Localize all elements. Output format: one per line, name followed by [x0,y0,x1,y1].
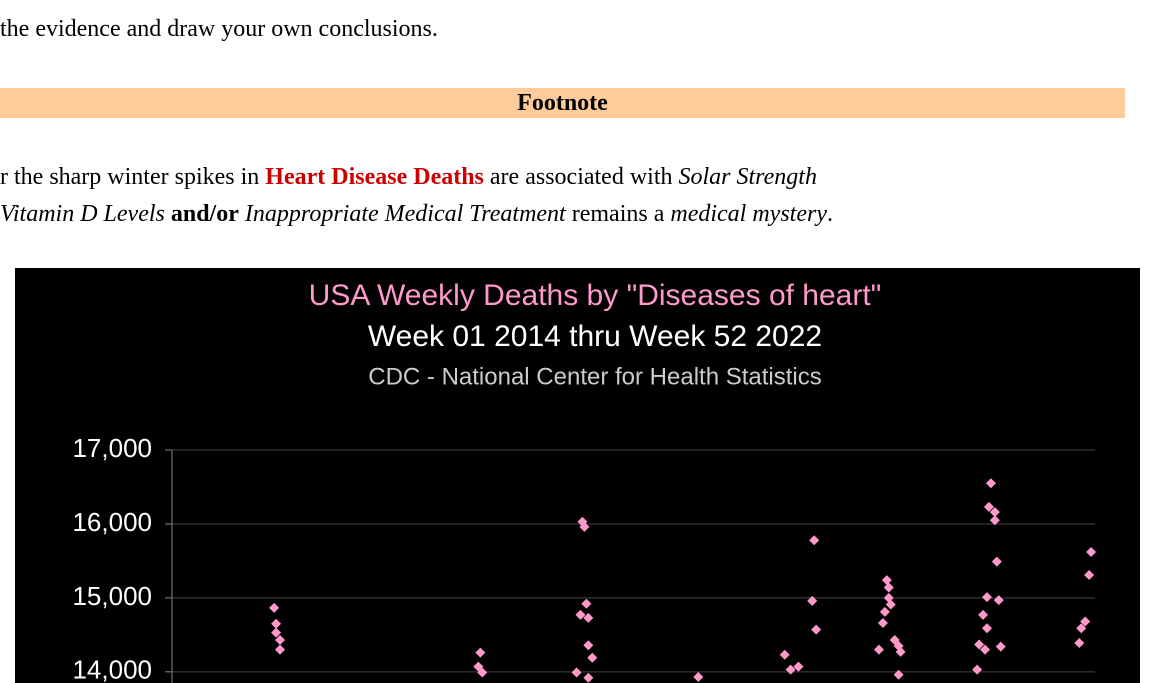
text-segment: r the sharp winter spikes in [0,164,266,190]
footnote-bar: Footnote [0,88,1125,118]
data-point [991,556,1002,567]
chart-title: USA Weekly Deaths by "Diseases of heart" [309,279,882,312]
data-point [877,618,888,629]
text-segment: Solar Strength [678,164,817,190]
data-point [583,672,594,683]
data-point [885,599,896,610]
data-point [807,595,818,606]
text-segment: Inappropriate Medical Treatment [244,201,566,227]
data-point [271,627,282,638]
data-point [811,624,822,635]
data-point [980,644,991,655]
chart-source: CDC - National Center for Health Statist… [368,363,822,390]
data-point [879,606,890,617]
y-tick-label: 16,000 [72,507,152,537]
data-point [983,501,994,512]
footnote-heading: Footnote [517,90,608,116]
data-point [1074,637,1085,648]
data-point [581,598,592,609]
data-point [793,661,804,672]
intro-text: the evidence and draw your own conclusio… [0,16,438,42]
data-point [989,515,1000,526]
data-point [881,575,892,586]
data-point [981,592,992,603]
y-tick-label: 15,000 [72,581,152,611]
data-point [978,609,989,620]
data-point [271,618,282,629]
data-point [477,667,488,678]
data-point [275,635,286,646]
data-point [883,582,894,593]
data-point [275,644,286,655]
data-point [995,641,1006,652]
data-point [583,612,594,623]
data-point [575,609,586,620]
data-point [1084,569,1095,580]
data-point [972,664,983,675]
data-point [895,646,906,657]
data-point [1086,547,1097,558]
text-segment: Heart Disease Deaths [265,164,484,190]
text-segment: . [826,201,833,227]
text-segment: medical mystery [670,201,827,227]
data-point [583,640,594,651]
data-point [981,623,992,634]
data-point [993,595,1004,606]
data-point [587,652,598,663]
chart-subtitle: Week 01 2014 thru Week 52 2022 [368,320,822,353]
data-point [571,667,582,678]
data-point [579,521,590,532]
data-point [893,669,904,680]
text-segment: and/or [170,201,239,227]
text-segment: remains a [565,201,671,227]
data-point [693,671,704,682]
data-point [974,639,985,650]
data-point [985,478,996,489]
text-segment: Vitamin D Levels [0,201,165,227]
data-point [989,507,1000,518]
y-tick-label: 17,000 [72,433,152,463]
paragraph-line: Vitamin D Levels and/or Inappropriate Me… [0,201,833,228]
data-point [779,649,790,660]
data-point [809,535,820,546]
data-point [475,647,486,658]
data-point [269,602,280,613]
data-point [785,664,796,675]
text-segment: are associated with [483,164,679,190]
data-point [1076,623,1087,634]
y-tick-label: 14,000 [72,655,152,683]
data-point [1080,616,1091,627]
paragraph-line: r the sharp winter spikes in Heart Disea… [0,164,817,191]
data-point [873,644,884,655]
